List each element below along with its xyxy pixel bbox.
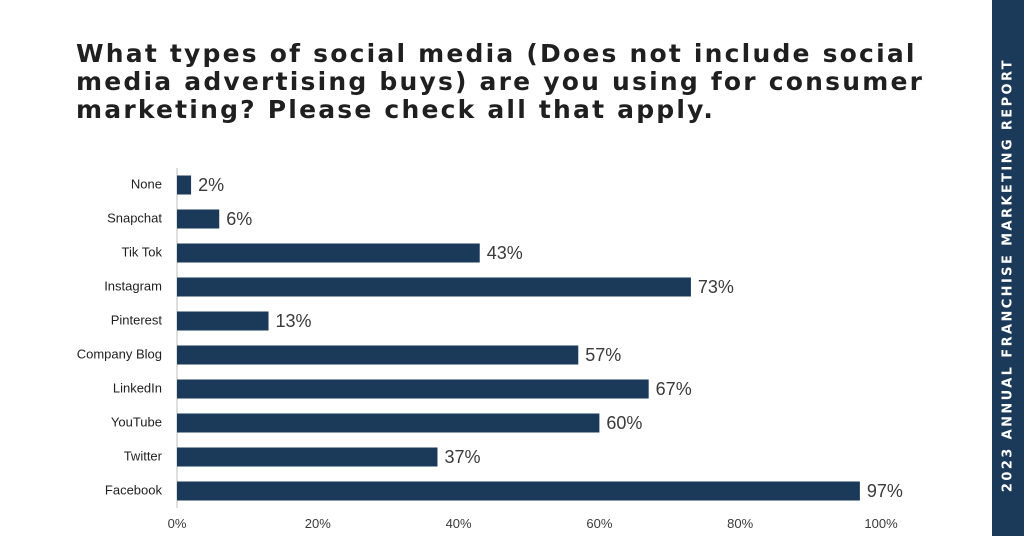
category-label: None <box>131 176 162 191</box>
bar <box>177 345 579 365</box>
value-label: 97% <box>867 481 903 501</box>
value-label: 37% <box>444 447 480 467</box>
chart-title: What types of social media (Does not inc… <box>76 39 925 124</box>
x-tick-label: 80% <box>727 516 753 531</box>
category-label: Snapchat <box>107 210 162 225</box>
value-label: 57% <box>585 345 621 365</box>
category-label: Pinterest <box>111 312 163 327</box>
side-band <box>992 0 1024 536</box>
bar <box>177 175 192 195</box>
category-label: Facebook <box>105 482 163 497</box>
category-label: Tik Tok <box>122 244 163 259</box>
bar <box>177 311 269 331</box>
value-label: 13% <box>276 311 312 331</box>
value-label: 67% <box>656 379 692 399</box>
bar <box>177 277 691 297</box>
bar <box>177 209 220 229</box>
x-tick-label: 100% <box>864 516 898 531</box>
value-label: 6% <box>226 209 252 229</box>
value-label: 73% <box>698 277 734 297</box>
category-label: YouTube <box>111 414 162 429</box>
category-label: Instagram <box>104 278 162 293</box>
value-label: 60% <box>606 413 642 433</box>
value-label: 43% <box>487 243 523 263</box>
bar <box>177 413 600 433</box>
bar-chart: None 2% Snapchat 6% Tik Tok 43% Instagram 73% Pi… <box>77 168 903 531</box>
category-label: LinkedIn <box>113 380 162 395</box>
x-tick-label: 0% <box>168 516 187 531</box>
side-report-label: 2023 ANNUAL FRANCHISE MARKETING REPORT <box>1000 57 1016 493</box>
category-label: Twitter <box>124 448 163 463</box>
bar <box>177 243 480 263</box>
bar <box>177 447 438 467</box>
bar <box>177 379 649 399</box>
x-tick-label: 20% <box>305 516 331 531</box>
x-tick-label: 40% <box>446 516 472 531</box>
bar <box>177 481 860 501</box>
value-label: 2% <box>198 175 224 195</box>
x-tick-label: 60% <box>586 516 612 531</box>
category-label: Company Blog <box>77 346 162 361</box>
